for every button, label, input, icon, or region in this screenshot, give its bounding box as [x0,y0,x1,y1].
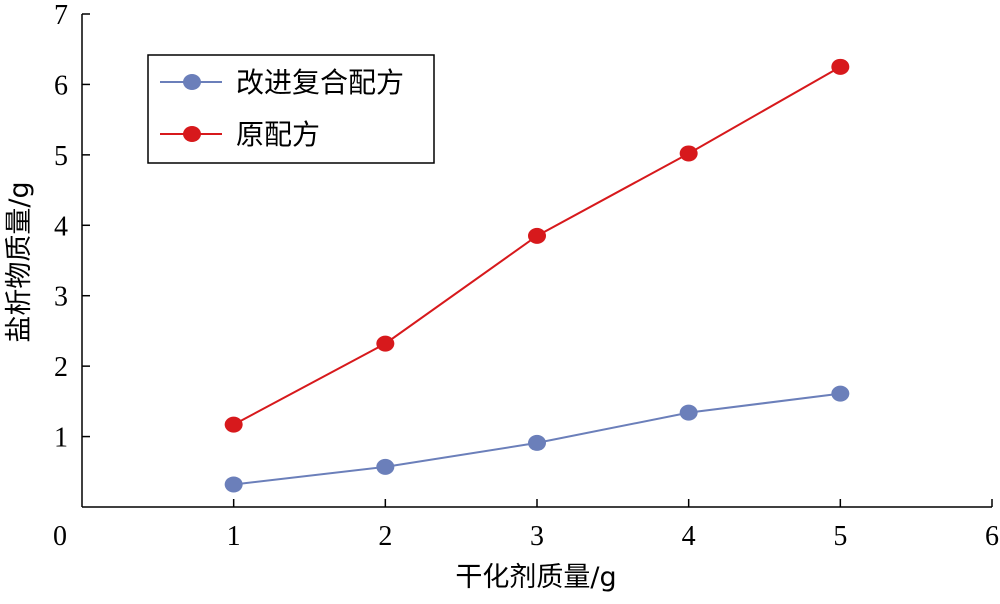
x-tick-label: 3 [530,521,544,552]
x-tick-label: 5 [833,521,847,552]
series-2-point [528,227,546,244]
y-tick-label: 1 [54,423,68,454]
x-axis-label: 干化剂质量/g [455,562,616,593]
series-2-point [224,416,243,433]
x-tick-label: 0 [53,521,67,552]
series-2-point [376,335,395,352]
x-tick-label: 2 [378,521,392,552]
x-tick-label: 6 [985,521,999,552]
legend-marker-1 [183,74,201,90]
series-layer [224,58,850,493]
tick-labels: 1 2 3 4 5 6 7 0 1 2 3 4 5 6 [53,0,999,552]
legend-box [147,54,435,164]
series-1-point [224,476,243,493]
legend-label-2: 原配方 [236,118,320,151]
y-axis-label: 盐析物质量/g [4,181,35,342]
y-tick-label: 6 [54,70,68,101]
y-tick-label: 5 [54,141,68,172]
y-tick-label: 7 [54,0,68,31]
y-tick-label: 2 [54,352,68,383]
series-1-point [376,458,395,475]
series-1-point [831,385,850,402]
y-tick-label: 4 [54,211,68,242]
series-2-point [679,145,698,162]
series-2-point [831,58,850,75]
series-1-point [679,404,698,421]
legend-label-1: 改进复合配方 [236,66,404,99]
legend-marker-2 [183,126,201,142]
axes [81,13,993,508]
y-tick-label: 3 [54,282,68,313]
x-tick-label: 4 [682,521,696,552]
x-tick-label: 1 [227,521,241,552]
series-1-point [528,434,546,451]
